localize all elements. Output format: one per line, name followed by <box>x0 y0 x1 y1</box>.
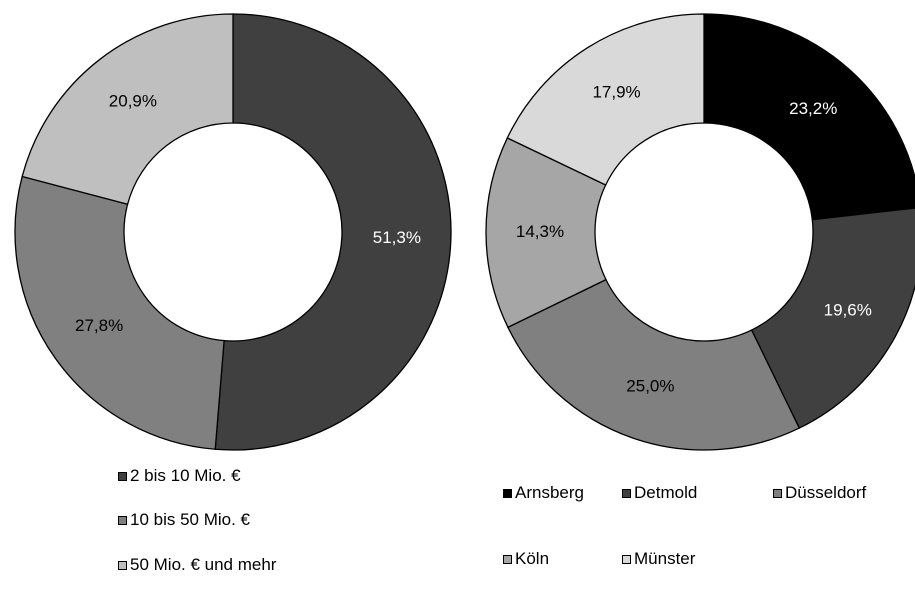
legend-item-arnsberg: Arnsberg <box>503 483 584 503</box>
slice-2-bis-10-mio-eur <box>214 13 452 451</box>
legend-label-50-mio-eur-und-mehr: 50 Mio. € und mehr <box>130 555 277 574</box>
slice-duesseldorf <box>507 278 801 451</box>
legend-swatch-arnsberg <box>503 488 512 498</box>
slice-50-mio-eur-und-mehr <box>21 13 234 206</box>
legend-item-10-bis-50-mio-eur: 10 bis 50 Mio. € <box>118 510 250 530</box>
data-label-muenster: 17,9% <box>592 83 640 102</box>
legend-label-muenster: Münster <box>634 549 696 568</box>
data-label-arnsberg: 23,2% <box>789 99 837 118</box>
slice-arnsberg <box>703 13 915 221</box>
legend-label-10-bis-50-mio-eur: 10 bis 50 Mio. € <box>130 510 251 529</box>
legend-swatch-duesseldorf <box>773 488 782 498</box>
slice-muenster <box>506 13 705 186</box>
data-label-koeln: 14,3% <box>516 222 564 241</box>
data-label-50-mio-eur-und-mehr: 20,9% <box>109 92 157 111</box>
data-label-10-bis-50-mio-eur: 27,8% <box>75 316 123 335</box>
legend-item-duesseldorf: Düsseldorf <box>773 483 866 503</box>
legend-label-koeln: Köln <box>515 549 550 568</box>
donut-chart-size-classes: 51,3% 27,8% 20,9% <box>14 13 452 451</box>
legend-swatch-detmold <box>622 488 631 498</box>
slice-10-bis-50-mio-eur <box>14 175 225 450</box>
slice-detmold <box>750 207 915 429</box>
data-label-2-bis-10-mio-eur: 51,3% <box>373 228 421 247</box>
legend-item-50-mio-eur-und-mehr: 50 Mio. € und mehr <box>118 555 276 575</box>
legend-swatch-2-bis-10-mio-eur <box>118 471 127 481</box>
legend-label-duesseldorf: Düsseldorf <box>785 483 867 502</box>
legend-item-detmold: Detmold <box>622 483 697 503</box>
data-label-duesseldorf: 25,0% <box>626 376 674 395</box>
legend-swatch-10-bis-50-mio-eur <box>118 515 127 525</box>
legend-swatch-50-mio-eur-und-mehr <box>118 560 127 570</box>
legend-swatch-koeln <box>503 554 512 564</box>
donut-chart-districts: 23,2% 19,6% 25,0% 14,3% 17,9% <box>485 13 915 451</box>
legend-label-detmold: Detmold <box>634 483 698 502</box>
legend-label-2-bis-10-mio-eur: 2 bis 10 Mio. € <box>130 466 241 485</box>
data-label-detmold: 19,6% <box>824 300 872 319</box>
legend-item-koeln: Köln <box>503 549 549 569</box>
legend-item-muenster: Münster <box>622 549 695 569</box>
legend-swatch-muenster <box>622 554 631 564</box>
legend-label-arnsberg: Arnsberg <box>515 483 584 502</box>
legend-item-2-bis-10-mio-eur: 2 bis 10 Mio. € <box>118 466 241 486</box>
